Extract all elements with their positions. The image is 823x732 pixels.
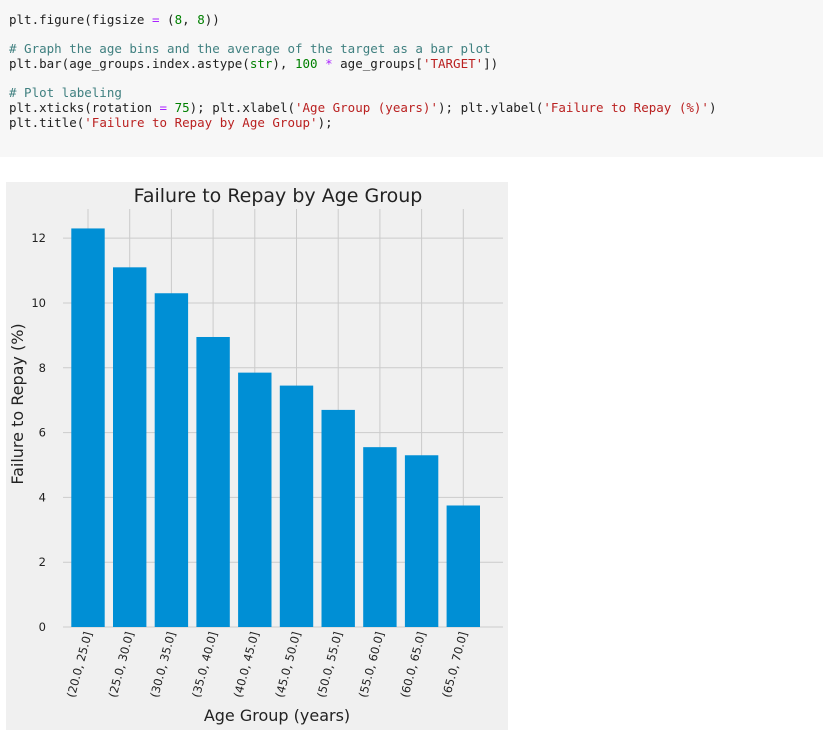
code-token: plt.figure(figsize bbox=[9, 12, 152, 27]
code-token: plt.xticks(rotation bbox=[9, 100, 160, 115]
code-line: plt.title('Failure to Repay by Age Group… bbox=[9, 115, 823, 130]
code-token: 'Failure to Repay (%)' bbox=[543, 100, 709, 115]
chart-title: Failure to Repay by Age Group bbox=[134, 185, 423, 207]
code-token: 75 bbox=[174, 100, 190, 115]
bar bbox=[196, 336, 230, 627]
y-axis-ticks: 0 2 4 6 8 10 12 bbox=[31, 231, 46, 634]
bar bbox=[238, 372, 272, 627]
code-token: ), bbox=[272, 56, 295, 71]
y-tick-label: 8 bbox=[39, 361, 46, 375]
bar bbox=[71, 228, 105, 627]
y-tick-label: 2 bbox=[39, 555, 46, 569]
code-token: plt.title( bbox=[9, 115, 85, 130]
code-line: # Plot labeling bbox=[9, 85, 823, 100]
y-tick-label: 4 bbox=[39, 490, 46, 504]
bar bbox=[321, 409, 355, 627]
x-axis-label: Age Group (years) bbox=[204, 706, 350, 725]
code-token: * bbox=[325, 56, 333, 71]
code-line: plt.bar(age_groups.index.astype(str), 10… bbox=[9, 56, 823, 71]
bar bbox=[404, 455, 439, 627]
y-tick-label: 6 bbox=[39, 426, 46, 440]
bar-layer bbox=[71, 228, 480, 627]
code-token: 100 bbox=[294, 56, 318, 71]
code-token: age_groups[ bbox=[332, 56, 423, 71]
bar bbox=[154, 293, 189, 627]
code-token bbox=[167, 100, 175, 115]
code-line: plt.xticks(rotation = 75); plt.xlabel('A… bbox=[9, 100, 823, 115]
chart-output: 0 2 4 6 8 10 12 (20.0, 25.0] (25.0, 30.0] (30.0,… bbox=[6, 182, 508, 730]
code-token: # Graph the age bins and the average of … bbox=[9, 41, 491, 56]
code-token: ); plt.ylabel( bbox=[438, 100, 544, 115]
code-token: = bbox=[159, 100, 168, 115]
y-tick-label: 10 bbox=[31, 296, 46, 310]
code-token: = bbox=[152, 12, 160, 27]
code-token: str bbox=[249, 56, 273, 71]
y-axis-label: Failure to Repay (%) bbox=[8, 323, 27, 484]
bar bbox=[113, 267, 147, 627]
bar bbox=[363, 447, 397, 627]
code-token: )) bbox=[204, 12, 220, 27]
code-cell[interactable]: plt.figure(figsize = (8, 8)) # Graph the … bbox=[0, 0, 823, 157]
code-token: # Plot labeling bbox=[9, 85, 122, 100]
code-token: ]) bbox=[483, 56, 499, 71]
code-token: 8 bbox=[197, 12, 205, 27]
code-token: ( bbox=[159, 12, 175, 27]
y-tick-label: 12 bbox=[31, 231, 46, 245]
code-token: , bbox=[182, 12, 198, 27]
code-line: # Graph the age bins and the average of … bbox=[9, 41, 823, 56]
code-token: 'TARGET' bbox=[422, 56, 484, 71]
code-token: plt.bar(age_groups.index.astype( bbox=[9, 56, 250, 71]
code-token: 'Failure to Repay by Age Group' bbox=[84, 115, 318, 130]
code-token: 8 bbox=[174, 12, 183, 27]
code-token: ); bbox=[317, 115, 333, 130]
code-token: ); plt.xlabel( bbox=[189, 100, 295, 115]
code-line bbox=[9, 27, 823, 41]
code-token bbox=[318, 56, 326, 71]
bar bbox=[279, 385, 314, 627]
code-token: 'Age Group (years)' bbox=[295, 100, 438, 115]
bar bbox=[446, 505, 480, 627]
code-line: plt.figure(figsize = (8, 8)) bbox=[9, 12, 823, 27]
code-token: ) bbox=[708, 100, 717, 115]
code-block[interactable]: plt.figure(figsize = (8, 8)) # Graph the … bbox=[9, 12, 823, 130]
code-line bbox=[9, 71, 823, 85]
y-tick-label: 0 bbox=[39, 620, 46, 634]
